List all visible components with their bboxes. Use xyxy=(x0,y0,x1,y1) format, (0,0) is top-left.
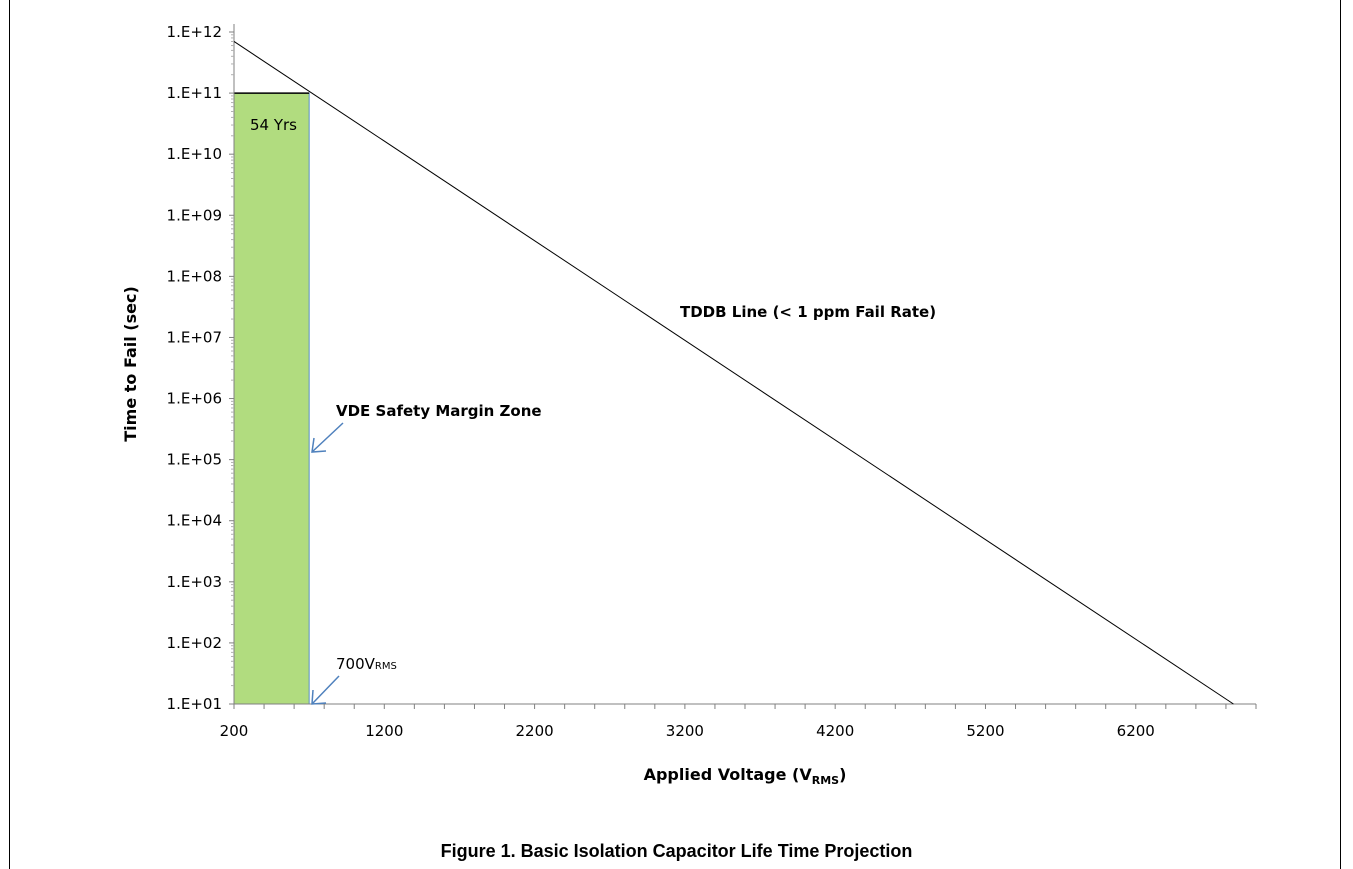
voltage-label-main: 700V xyxy=(336,655,376,673)
zone-years-label: 54 Yrs xyxy=(250,116,297,134)
safety-margin-zone xyxy=(233,92,310,705)
figure-frame xyxy=(9,0,1341,869)
zone-label: VDE Safety Margin Zone xyxy=(336,402,542,420)
figure-caption: Figure 1. Basic Isolation Capacitor Life… xyxy=(440,841,913,861)
y-axis-title: Time to Fail (sec) xyxy=(121,286,140,442)
y-tick-label: 1.E+05 xyxy=(167,451,222,469)
voltage-label-sub: RMS xyxy=(375,661,397,672)
y-tick-label: 1.E+09 xyxy=(167,206,222,224)
y-tick-label: 1.E+08 xyxy=(167,267,222,285)
x-tick-label: 6200 xyxy=(1117,722,1155,740)
x-tick-label: 4200 xyxy=(816,722,854,740)
x-axis-title: Applied Voltage (VRMS) xyxy=(644,765,847,787)
x-tick-label: 2200 xyxy=(515,722,553,740)
voltage-label: 700VRMS xyxy=(336,655,397,673)
ticks-layer: 1.E+01 1.E+02 1.E+03 1.E+04 1.E+05 1.E+06 1.E+… xyxy=(167,23,1257,740)
x-tick-label: 5200 xyxy=(966,722,1004,740)
x-axis-title-close: ) xyxy=(839,765,846,784)
x-tick-label: 200 xyxy=(220,722,249,740)
y-tick-label: 1.E+06 xyxy=(167,390,222,408)
voltage-label-arrow xyxy=(311,675,340,705)
y-tick-label: 1.E+04 xyxy=(167,512,222,530)
x-tick-label: 1200 xyxy=(365,722,403,740)
y-tick-label: 1.E+07 xyxy=(167,328,222,346)
zone-layer xyxy=(233,92,310,705)
y-tick-label: 1.E+01 xyxy=(167,695,222,713)
axes-layer xyxy=(233,24,1256,705)
x-tick-label: 3200 xyxy=(666,722,704,740)
series-line-0 xyxy=(233,41,1234,705)
y-tick-label: 1.E+10 xyxy=(167,145,222,163)
y-tick-label: 1.E+12 xyxy=(167,23,222,41)
series-layer xyxy=(233,41,1234,705)
y-tick-label: 1.E+02 xyxy=(167,634,222,652)
tddb-line-label: TDDB Line (< 1 ppm Fail Rate) xyxy=(680,303,936,321)
x-axis-title-main: Applied Voltage (V xyxy=(644,765,813,784)
x-axis-title-sub: RMS xyxy=(812,774,839,787)
zone-label-arrow xyxy=(311,422,344,453)
y-tick-label: 1.E+03 xyxy=(167,573,222,591)
y-tick-label: 1.E+11 xyxy=(167,84,222,102)
